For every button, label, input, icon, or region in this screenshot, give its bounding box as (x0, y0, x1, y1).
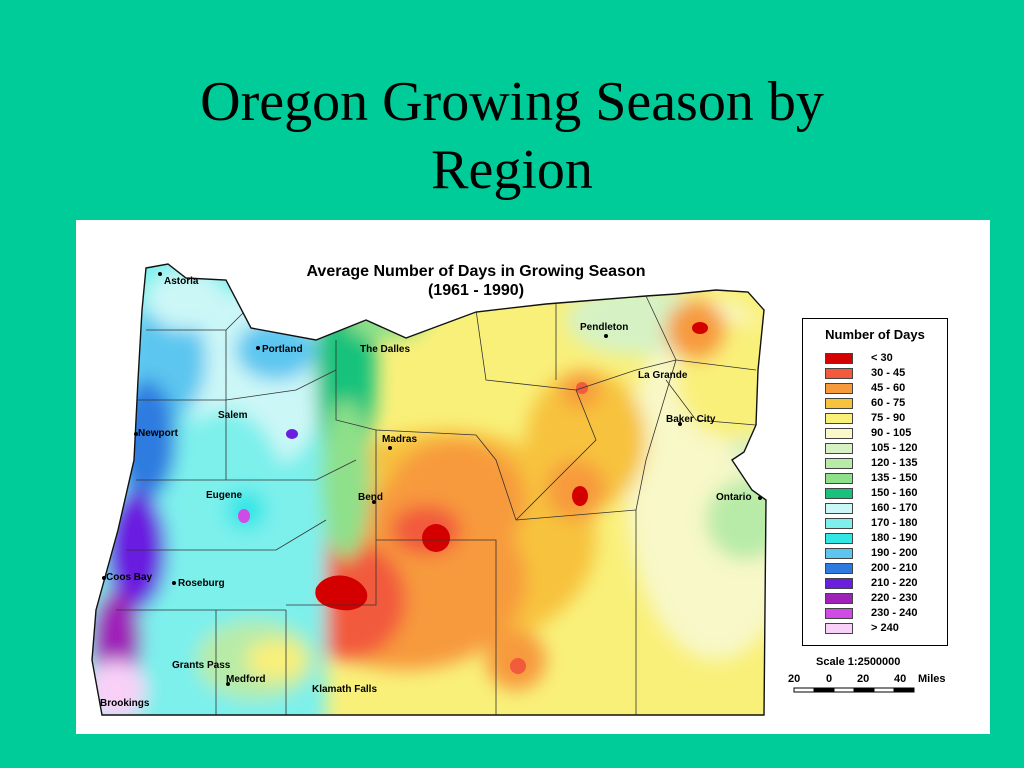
city-label-la-grande: La Grande (638, 370, 688, 381)
slide-title-line-1: Oregon Growing Season by (200, 71, 824, 133)
city-label-salem: Salem (218, 410, 248, 421)
legend-swatch (825, 563, 853, 574)
scale-tick-0: 0 (826, 673, 833, 685)
city-dot-portland (256, 346, 260, 350)
city-label-madras: Madras (382, 434, 418, 445)
legend-label: 30 - 45 (871, 367, 906, 379)
legend: Number of Days < 30 30 - 45 45 - 60 60 - 75… (802, 318, 948, 646)
city-dot-coos-bay (102, 576, 106, 580)
legend-swatch (825, 623, 853, 634)
legend-label: 210 - 220 (871, 577, 918, 589)
city-dot-bend (372, 500, 376, 504)
city-label-eugene: Eugene (206, 490, 243, 501)
scale-tick-20-left: 20 (788, 673, 801, 685)
legend-swatch (825, 518, 853, 529)
legend-swatch (825, 443, 853, 454)
city-label-ontario: Ontario (716, 492, 752, 503)
map-title-line-2: (1961 - 1990) (427, 282, 525, 299)
legend-swatch (825, 503, 853, 514)
map-title-line-1: Average Number of Days in Growing Season (306, 263, 646, 280)
city-dot-ontario (758, 496, 762, 500)
legend-label: 190 - 200 (871, 547, 918, 559)
scale-tick-40: 40 (894, 673, 907, 685)
legend-label: 200 - 210 (871, 562, 918, 574)
city-dot-roseburg (172, 581, 176, 585)
city-label-brookings: Brookings (100, 698, 150, 709)
legend-label: < 30 (871, 352, 893, 364)
legend-swatch (825, 353, 853, 364)
state-outline (91, 263, 767, 716)
legend-label: 90 - 105 (871, 427, 912, 439)
legend-swatch (825, 398, 853, 409)
city-dot-medford (226, 682, 230, 686)
map-title: Average Number of Days in Growing Season… (196, 262, 756, 300)
city-label-bend: Bend (358, 492, 383, 503)
slide-title: Oregon Growing Season by Region (0, 68, 1024, 204)
legend-label: 220 - 230 (871, 592, 918, 604)
city-label-medford: Medford (226, 674, 266, 685)
slide-title-line-2: Region (431, 139, 593, 201)
city-dot-baker-city (678, 422, 682, 426)
legend-title: Number of Days (825, 327, 925, 342)
legend-swatch (825, 428, 853, 439)
legend-label: 180 - 190 (871, 532, 918, 544)
scale-tick-20: 20 (857, 673, 870, 685)
city-dot-pendleton (604, 334, 608, 338)
legend-swatch (825, 473, 853, 484)
city-label-astoria: Astoria (164, 276, 199, 287)
legend-label: 45 - 60 (871, 382, 906, 394)
legend-swatch (825, 368, 853, 379)
legend-label: 60 - 75 (871, 397, 906, 409)
city-label-the-dalles: The Dalles (360, 344, 411, 355)
city-label-baker-city: Baker City (666, 414, 716, 425)
city-label-grants-pass: Grants Pass (172, 660, 231, 671)
legend-label: 230 - 240 (871, 607, 918, 619)
county-boundaries (116, 295, 757, 715)
legend-swatch (825, 608, 853, 619)
legend-label: 170 - 180 (871, 517, 918, 529)
city-dot-newport (134, 432, 138, 436)
scale-label: Scale 1:2500000 (816, 656, 901, 668)
city-dot-astoria (158, 272, 162, 276)
legend-swatch (825, 548, 853, 559)
city-label-portland: Portland (262, 344, 303, 355)
city-label-pendleton: Pendleton (580, 322, 629, 333)
legend-label: 120 - 135 (871, 457, 918, 469)
city-label-newport: Newport (138, 428, 178, 439)
legend-label: 150 - 160 (871, 487, 918, 499)
scale-bar (793, 687, 915, 693)
legend-label: 135 - 150 (871, 472, 918, 484)
city-label-coos-bay: Coos Bay (106, 572, 153, 583)
legend-swatch (825, 593, 853, 604)
legend-swatch (825, 413, 853, 424)
legend-swatch (825, 533, 853, 544)
city-label-klamath-falls: Klamath Falls (312, 684, 378, 695)
map-panel: Average Number of Days in Growing Season… (76, 220, 990, 734)
city-dot-madras (388, 446, 392, 450)
legend-swatch (825, 458, 853, 469)
legend-swatch (825, 488, 853, 499)
legend-swatch (825, 383, 853, 394)
oregon-map (91, 263, 915, 716)
legend-label: 160 - 170 (871, 502, 918, 514)
scale-unit: Miles (918, 673, 946, 685)
city-label-roseburg: Roseburg (178, 578, 225, 589)
legend-label: 75 - 90 (871, 412, 906, 424)
legend-label: > 240 (871, 622, 899, 634)
legend-label: 105 - 120 (871, 442, 918, 454)
legend-swatch (825, 578, 853, 589)
